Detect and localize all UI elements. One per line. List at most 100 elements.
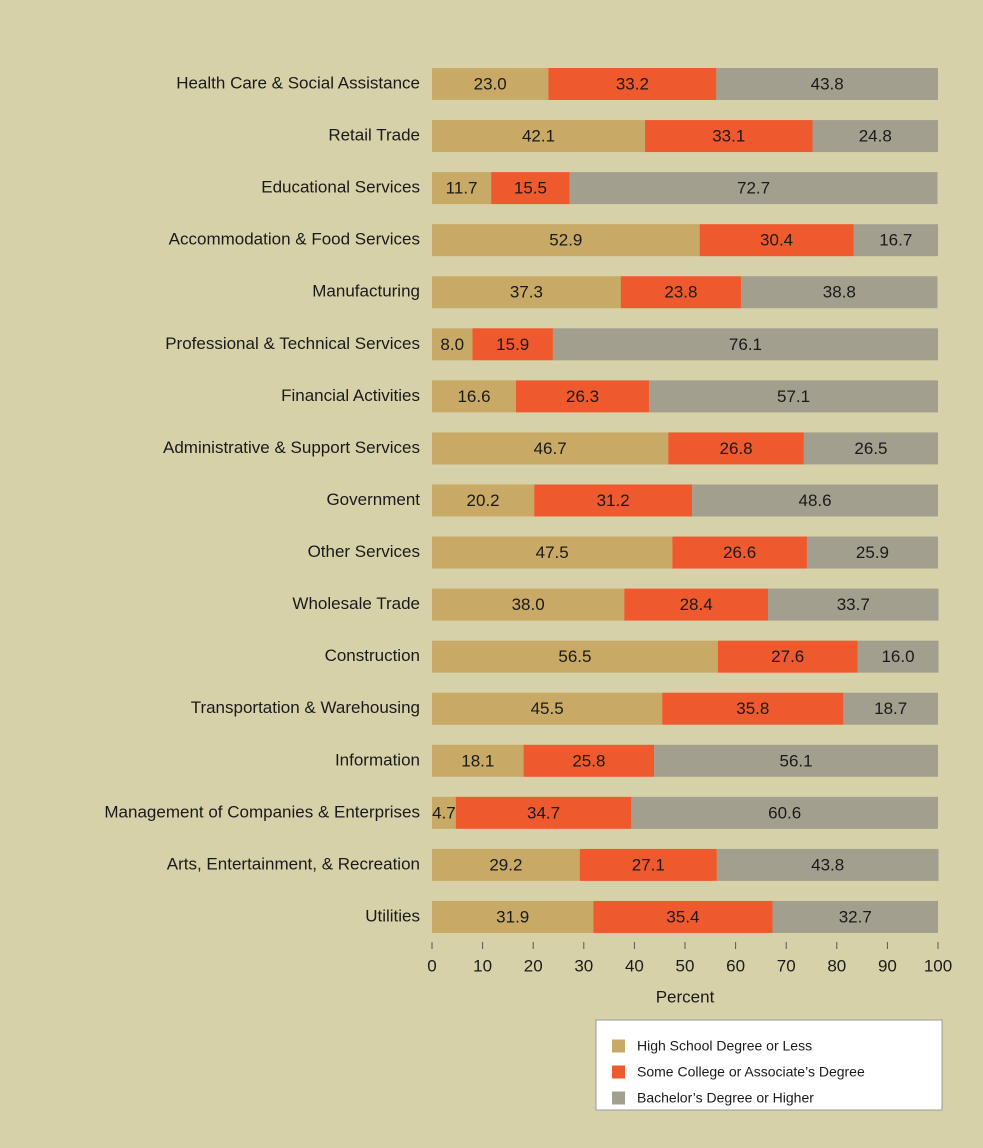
bar-segment: [853, 224, 938, 257]
bar-segment: [857, 640, 939, 673]
x-tick-label: 40: [625, 956, 644, 975]
legend-label: High School Degree or Less: [637, 1038, 812, 1054]
x-tick-label: 10: [473, 956, 492, 975]
legend-swatch: [612, 1091, 625, 1105]
data-label: 38.0: [512, 595, 545, 614]
bar-segment: [432, 432, 669, 465]
data-label: 11.7: [446, 179, 478, 198]
data-label: 23.0: [474, 74, 507, 93]
data-label: 27.6: [771, 647, 804, 666]
data-label: 16.6: [457, 387, 490, 406]
data-label: 25.8: [572, 751, 605, 770]
x-tick-label: 30: [574, 956, 593, 975]
bar-segment: [803, 432, 938, 465]
y-tick-label: Retail Trade: [328, 126, 420, 145]
bar-segment: [432, 68, 549, 100]
x-tick-label: 80: [827, 956, 846, 975]
data-label: 4.7: [432, 803, 456, 822]
data-label: 35.4: [666, 907, 699, 926]
data-label: 28.4: [680, 595, 713, 614]
bar-segment: [692, 484, 938, 517]
bar-segment: [552, 328, 938, 361]
bar-segment: [432, 640, 718, 673]
x-tick-label: 100: [924, 956, 952, 975]
bar-segment: [631, 796, 938, 829]
data-label: 26.5: [854, 439, 887, 458]
bar-segment: [741, 276, 938, 309]
data-label: 8.0: [440, 335, 464, 354]
y-tick-label: Government: [326, 490, 420, 509]
x-tick-label: 70: [777, 956, 796, 975]
y-tick-label: Accommodation & Food Services: [169, 230, 420, 249]
y-tick-label: Professional & Technical Services: [165, 334, 420, 353]
data-label: 15.5: [514, 179, 547, 198]
x-tick-label: 50: [676, 956, 695, 975]
bar-segment: [432, 380, 516, 413]
data-label: 26.6: [723, 543, 756, 562]
y-tick-label: Health Care & Social Assistance: [176, 73, 420, 92]
data-label: 47.5: [536, 543, 569, 562]
data-label: 31.9: [496, 907, 529, 926]
x-tick-label: 0: [427, 956, 436, 975]
data-label: 30.4: [760, 231, 793, 250]
bar-segment: [432, 328, 473, 361]
bar-segment: [767, 588, 939, 621]
data-label: 42.1: [522, 127, 555, 146]
data-label: 23.8: [664, 283, 697, 302]
bar-segment: [534, 484, 693, 517]
bar-segment: [432, 172, 492, 205]
bar-segment: [716, 68, 938, 100]
bar-segment: [432, 276, 621, 309]
x-tick-label: 60: [726, 956, 745, 975]
bar-segment: [620, 276, 742, 309]
y-tick-label: Arts, Entertainment, & Recreation: [167, 854, 420, 873]
bar-segment: [717, 640, 858, 673]
data-label: 33.1: [712, 127, 745, 146]
y-tick-label: Manufacturing: [312, 282, 420, 301]
data-label: 43.8: [811, 855, 844, 874]
y-tick-label: Management of Companies & Enterprises: [104, 802, 420, 821]
bar-segment: [472, 328, 553, 361]
data-label: 56.1: [780, 751, 813, 770]
bar-segment: [579, 848, 717, 881]
data-label: 26.3: [566, 387, 599, 406]
data-label: 25.9: [856, 543, 889, 562]
bar-segment: [432, 536, 673, 569]
data-label: 57.1: [777, 387, 810, 406]
bar-segment: [654, 744, 938, 777]
x-tick-label: 90: [878, 956, 897, 975]
data-label: 24.8: [859, 127, 892, 146]
bar-segment: [624, 588, 768, 621]
data-label: 34.7: [527, 803, 560, 822]
legend-swatch: [612, 1065, 625, 1079]
x-tick-label: 20: [524, 956, 543, 975]
bar-segment: [515, 380, 650, 413]
bar-segment: [548, 68, 717, 100]
bar-segment: [432, 744, 524, 777]
y-tick-label: Information: [335, 750, 420, 769]
bar-segment: [668, 432, 804, 465]
bar-segment: [432, 120, 646, 153]
bar-segment: [806, 536, 938, 569]
bar-segment: [432, 848, 580, 881]
data-label: 16.7: [879, 231, 912, 250]
y-tick-label: Administrative & Support Services: [163, 438, 420, 457]
bar-segment: [432, 484, 535, 517]
data-label: 35.8: [736, 699, 769, 718]
bar-segment: [812, 120, 938, 153]
data-label: 27.1: [632, 855, 665, 874]
bar-segment: [569, 172, 938, 205]
bar-segment: [649, 380, 938, 413]
legend-label: Bachelor’s Degree or Higher: [637, 1090, 814, 1106]
y-tick-label: Construction: [325, 646, 420, 665]
bar-segment: [645, 120, 813, 153]
bar-segment: [491, 172, 570, 205]
bar-segment: [455, 796, 632, 829]
data-label: 26.8: [720, 439, 753, 458]
bar-segment: [772, 900, 938, 933]
data-label: 33.7: [837, 595, 870, 614]
bar-segment: [716, 848, 939, 881]
x-axis-label: Percent: [656, 987, 715, 1006]
